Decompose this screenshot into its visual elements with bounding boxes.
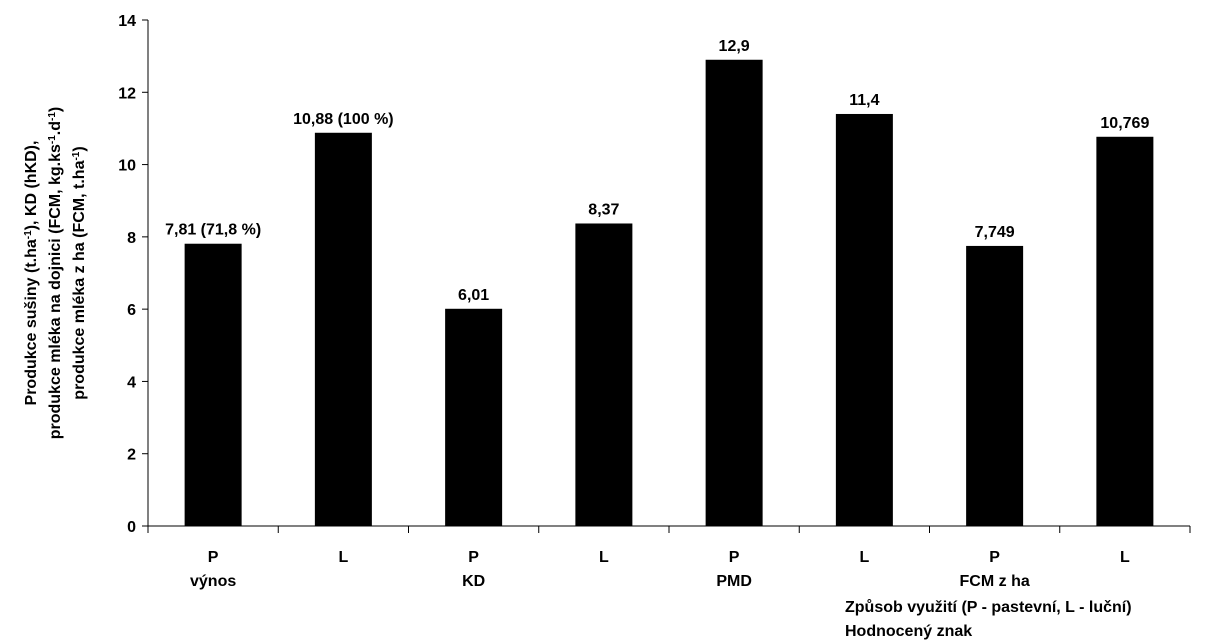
group-label: výnos	[190, 573, 236, 590]
group-label: FCM z ha	[960, 573, 1030, 590]
superscript: -1	[71, 151, 82, 160]
superscript: -1	[47, 135, 58, 144]
x-axis-title: Hodnocený znak	[845, 623, 972, 640]
bar	[966, 245, 1024, 526]
value-label: 10,88 (100 %)	[293, 111, 394, 128]
bar	[575, 223, 633, 526]
superscript: -1	[47, 112, 58, 121]
group-label: KD	[462, 573, 485, 590]
title-part: produkce mléka z ha (FCM, t.ha	[71, 160, 88, 399]
value-label: 8,37	[588, 201, 619, 218]
bar	[314, 132, 372, 526]
y-tick-label: 0	[127, 519, 136, 536]
value-label: 7,81 (71,8 %)	[165, 222, 261, 239]
x-axis-title: Způsob využití (P - pastevní, L - luční)	[845, 599, 1132, 616]
title-part: Produkce sušiny (t.ha	[23, 239, 40, 405]
x-tick-label: P	[989, 549, 1000, 566]
y-tick-label: 14	[118, 13, 136, 30]
value-label: 7,749	[975, 224, 1015, 241]
y-tick-label: 6	[127, 302, 136, 319]
title-part: )	[47, 107, 64, 112]
title-part: produkce mléka na dojnici (FCM, kg.ks	[47, 144, 64, 439]
title-part: .d	[47, 121, 64, 135]
y-tick-label: 2	[127, 447, 136, 464]
x-tick-label: P	[208, 549, 219, 566]
y-axis-title: produkce mléka na dojnici (FCM, kg.ks-1.…	[47, 107, 65, 440]
value-label: 12,9	[719, 38, 750, 55]
title-part: ), KD (hKD),	[23, 141, 40, 231]
bar	[835, 113, 893, 526]
x-tick-label: L	[1120, 549, 1130, 566]
bar	[184, 243, 242, 526]
x-tick-label: P	[468, 549, 479, 566]
y-tick-label: 12	[118, 85, 136, 102]
value-label: 6,01	[458, 287, 489, 304]
bar	[445, 308, 503, 526]
title-part: )	[71, 146, 88, 151]
superscript: -1	[23, 230, 34, 239]
y-axis-title: Produkce sušiny (t.ha-1), KD (hKD),	[23, 141, 41, 406]
x-tick-label: L	[859, 549, 869, 566]
x-tick-label: L	[599, 549, 609, 566]
x-tick-label: L	[338, 549, 348, 566]
y-tick-label: 10	[118, 158, 136, 175]
value-label: 11,4	[849, 92, 879, 109]
y-tick-label: 4	[127, 374, 136, 391]
y-axis-title: produkce mléka z ha (FCM, t.ha-1)	[71, 146, 89, 399]
y-tick-label: 8	[127, 230, 136, 247]
x-tick-label: P	[729, 549, 740, 566]
group-label: PMD	[716, 573, 752, 590]
bar	[1096, 136, 1154, 526]
value-label: 10,769	[1100, 115, 1149, 132]
bar	[705, 59, 763, 526]
